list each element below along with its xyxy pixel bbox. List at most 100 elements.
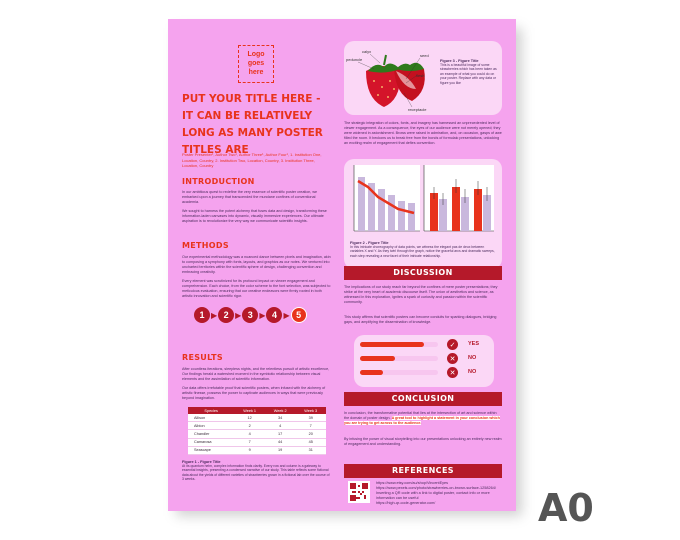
table-cell: 7 [234, 438, 265, 447]
table-row: Allison 12 34 39 [188, 414, 326, 423]
gauge-track [360, 370, 438, 375]
x-icon: ✕ [447, 367, 458, 378]
step-2: 2 [218, 307, 235, 323]
conclusion-paragraph-2: By infusing the power of visual storytel… [344, 437, 502, 446]
gauge-answer: YES [462, 340, 488, 349]
table-header-row: Species Week 1 Week 2 Week 3 [188, 407, 326, 414]
results-table: Species Week 1 Week 2 Week 3 Allison 12 34… [188, 407, 326, 455]
poster-title: PUT YOUR TITLE HERE - IT CAN BE RELATIVE… [182, 93, 323, 156]
methods-paragraph-2: Every element was scrutinized for its pr… [182, 279, 331, 298]
label-flesh: flesh [416, 73, 424, 78]
gauge-fill [360, 356, 396, 361]
reference-item: https://high-qr-code-generator.com/ [376, 501, 436, 505]
reference-item: Inserting a QR code with a link to digit… [376, 491, 490, 500]
step-5: 5 [290, 307, 307, 323]
gauge-fill [360, 370, 384, 375]
introduction-section: INTRODUCTION In our ambitious quest to r… [182, 177, 332, 224]
label-peduncle: peduncle [346, 57, 363, 62]
conclusion-paragraph-1: In conclusion, the transformative potent… [344, 411, 502, 426]
discussion-paragraph-1: The implications of our study reach far … [344, 285, 498, 304]
table-cell: 4 [234, 429, 265, 439]
introduction-paragraph-1: In our ambitious quest to redefine the v… [182, 190, 318, 204]
table-row: Camarosa 7 44 45 [188, 438, 326, 447]
introduction-heading: INTRODUCTION [182, 177, 255, 186]
table-cell: 31 [295, 446, 326, 455]
gauge-row: ✓ YES [360, 339, 488, 350]
table-cell: Allison [188, 414, 235, 423]
table-cell: 44 [264, 438, 296, 447]
step-3: 3 [242, 307, 259, 323]
methods-paragraph-1: Our experimental methodology was a nuanc… [182, 255, 331, 274]
results-paragraph-1: After countless iterations, sleepless ni… [182, 367, 330, 381]
discussion-paragraph-2: This study affirms that scientific poste… [344, 315, 497, 324]
conclusion-text: In conclusion, the transformative potent… [344, 411, 497, 420]
results-heading: RESULTS [182, 353, 223, 362]
author-list: Poster Presenter¹, Author Two¹, Author T… [182, 152, 322, 168]
figure-1-caption: At its quantum helm, complex information… [182, 463, 330, 482]
conclusion-heading: CONCLUSION [344, 392, 502, 406]
gauge-answer: NO [462, 368, 488, 377]
figure-3-caption: This is a beautiful image of some strawb… [440, 63, 497, 85]
strawberry-figure: calyx peduncle seed flesh receptacle Fig… [344, 41, 502, 115]
logo-text-line: here [248, 69, 264, 76]
table-cell: Albion [188, 421, 235, 431]
discussion-heading: DISCUSSION [344, 266, 502, 280]
figure-2-caption-block: Figure 2 - Figure Title In this intricat… [350, 241, 496, 258]
table-cell: 20 [295, 429, 326, 439]
table-cell: 2 [234, 421, 265, 431]
right-intro-paragraph: The strategic integration of colors, fon… [344, 121, 502, 145]
table-cell: Chandler [188, 429, 235, 439]
logo-placeholder: Logo goes here [238, 45, 274, 83]
arrow-icon: ▶ [211, 310, 218, 320]
table-cell: Camarosa [188, 438, 235, 447]
results-section: RESULTS After countless iterations, slee… [182, 353, 332, 482]
figure-3-title: Figure 3 - Figure Title [440, 59, 479, 63]
step-4: 4 [266, 307, 283, 323]
table-cell: 12 [234, 414, 265, 423]
table-header: Week 3 [295, 407, 326, 414]
references-heading: REFERENCES [344, 464, 502, 478]
table-cell: 9 [234, 446, 265, 455]
introduction-paragraph-2: We sought to harness the potent alchemy … [182, 209, 327, 223]
label-seed: seed [420, 53, 429, 58]
table-cell: 17 [264, 429, 296, 439]
table-row: Seascape 9 19 31 [188, 446, 326, 455]
x-icon: ✕ [447, 353, 458, 364]
gauge-track [360, 356, 438, 361]
chart-figure: Figure 2 - Figure Title In this intricat… [344, 159, 502, 269]
reference-item: https://www.etsy.com/au/shop/VincentEyes [376, 481, 449, 485]
qr-code-icon [348, 481, 370, 503]
arrow-icon: ▶ [235, 310, 242, 320]
table-body: Allison 12 34 39 Albion 2 4 7 Chandler 4 17 20 Camar… [188, 414, 326, 455]
results-paragraph-2: Our data offers irrefutable proof that s… [182, 386, 326, 400]
table-header: Species [188, 407, 235, 414]
gauge-row: ✕ NO [360, 367, 488, 378]
gauge-fill [360, 342, 424, 347]
label-calyx: calyx [362, 49, 371, 54]
table-cell: 39 [295, 414, 326, 423]
label-receptacle: receptacle [408, 107, 427, 112]
figure-2-title: Figure 2 - Figure Title [350, 241, 389, 245]
table-cell: Seascape [188, 446, 235, 455]
methods-heading: METHODS [182, 241, 229, 250]
arrow-icon: ▶ [259, 310, 266, 320]
figure-1-caption-block: Figure 1 - Figure Title At its quantum h… [182, 460, 332, 482]
step-1: 1 [194, 307, 210, 323]
table-row: Albion 2 4 7 [188, 421, 326, 431]
strawberry-image: calyx peduncle seed flesh receptacle [346, 49, 429, 112]
logo-text-line: goes [247, 60, 265, 67]
table-header: Week 2 [264, 407, 296, 414]
table-cell: 19 [264, 446, 296, 455]
references-list: https://www.etsy.com/au/shop/VincentEyes… [376, 481, 500, 506]
figure-3-caption-block: Figure 3 - Figure Title This is a beauti… [440, 59, 498, 85]
format-label: A0 [538, 486, 594, 530]
figure-2-caption: In this intricate choreography of data p… [350, 245, 495, 258]
method-steps: 1 ▶ 2 ▶ 3 ▶ 4 ▶ 5 [194, 307, 332, 323]
gauge-answer: NO [462, 354, 488, 363]
reference-item: https://www.pexels.com/photo/strawberrie… [376, 486, 496, 490]
arrow-icon: ▶ [283, 310, 290, 320]
table-row: Chandler 4 17 20 [188, 429, 326, 439]
discussion-gauges: ✓ YES ✕ NO ✕ NO [354, 335, 494, 387]
chart-graphic [353, 165, 494, 232]
poster: Logo goes here PUT YOUR TITLE HERE - IT CA… [168, 19, 516, 511]
